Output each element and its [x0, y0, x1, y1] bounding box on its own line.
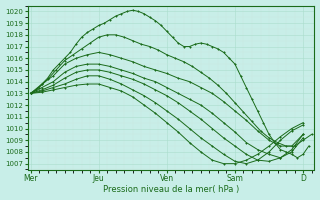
X-axis label: Pression niveau de la mer( hPa ): Pression niveau de la mer( hPa ) [103, 185, 239, 194]
